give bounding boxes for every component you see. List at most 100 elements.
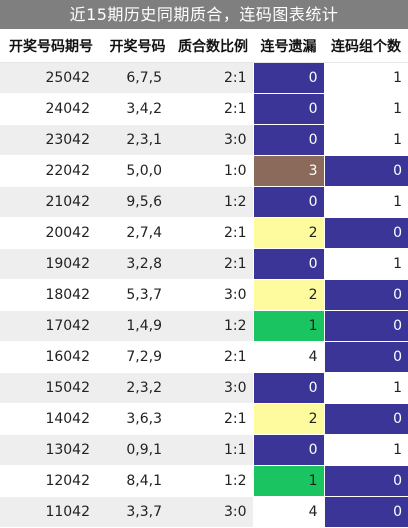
consecutive-groups-cell: 0 [323, 341, 408, 373]
consecutive-groups-cell: 1 [323, 62, 408, 94]
consecutive-miss-cell: 0 [252, 372, 324, 404]
numbers-cell: 5,3,7 [102, 279, 173, 311]
issue-cell: 17042 [0, 310, 102, 342]
header-consecutive-groups: 连码组个数 [324, 29, 408, 63]
table-body: 25042 6,7,5 2:1 0 1 24042 3,4,2 2:1 0 1 23042 2,3,1… [0, 62, 408, 528]
ratio-cell: 3:0 [173, 496, 253, 528]
consecutive-groups-cell: 1 [323, 372, 408, 404]
ratio-cell: 2:1 [173, 403, 253, 435]
issue-cell: 12042 [0, 465, 102, 497]
ratio-cell: 1:0 [173, 155, 253, 187]
table-row: 15042 2,3,2 3:0 0 1 [0, 372, 408, 404]
numbers-cell: 0,9,1 [102, 434, 173, 466]
issue-cell: 24042 [0, 93, 102, 125]
issue-cell: 21042 [0, 186, 102, 218]
issue-cell: 20042 [0, 217, 102, 249]
table-row: 18042 5,3,7 3:0 2 0 [0, 279, 408, 311]
issue-cell: 14042 [0, 403, 102, 435]
table-row: 14042 3,6,3 2:1 2 0 [0, 403, 408, 435]
numbers-cell: 3,6,3 [102, 403, 173, 435]
issue-cell: 18042 [0, 279, 102, 311]
ratio-cell: 1:2 [173, 310, 253, 342]
numbers-cell: 3,4,2 [102, 93, 173, 125]
ratio-cell: 2:1 [173, 62, 253, 94]
header-consecutive-miss: 连号遗漏 [253, 29, 324, 63]
consecutive-miss-cell: 1 [252, 465, 324, 497]
table-row: 23042 2,3,1 3:0 0 1 [0, 124, 408, 156]
consecutive-groups-cell: 0 [323, 465, 408, 497]
table-row: 24042 3,4,2 2:1 0 1 [0, 93, 408, 125]
numbers-cell: 3,2,8 [102, 248, 173, 280]
consecutive-miss-cell: 0 [252, 93, 324, 125]
stats-table: 开奖号码期号 开奖号码 质合数比例 连号遗漏 连码组个数 25042 6,7,5 2… [0, 29, 408, 528]
ratio-cell: 2:1 [173, 217, 253, 249]
issue-cell: 25042 [0, 62, 102, 94]
consecutive-groups-cell: 0 [323, 496, 408, 528]
page-title: 近15期历史同期质合，连码图表统计 [0, 0, 408, 29]
issue-cell: 15042 [0, 372, 102, 404]
consecutive-miss-cell: 4 [252, 496, 324, 528]
numbers-cell: 1,4,9 [102, 310, 173, 342]
consecutive-miss-cell: 0 [252, 186, 324, 218]
consecutive-groups-cell: 1 [323, 434, 408, 466]
table-row: 21042 9,5,6 1:2 0 1 [0, 186, 408, 218]
ratio-cell: 1:2 [173, 186, 253, 218]
numbers-cell: 2,7,4 [102, 217, 173, 249]
ratio-cell: 2:1 [173, 248, 253, 280]
consecutive-miss-cell: 2 [252, 403, 324, 435]
consecutive-miss-cell: 0 [252, 434, 324, 466]
numbers-cell: 7,2,9 [102, 341, 173, 373]
issue-cell: 11042 [0, 496, 102, 528]
consecutive-groups-cell: 1 [323, 124, 408, 156]
ratio-cell: 3:0 [173, 124, 253, 156]
numbers-cell: 3,3,7 [102, 496, 173, 528]
issue-cell: 23042 [0, 124, 102, 156]
numbers-cell: 9,5,6 [102, 186, 173, 218]
consecutive-miss-cell: 4 [252, 341, 324, 373]
table-row: 16042 7,2,9 2:1 4 0 [0, 341, 408, 373]
consecutive-groups-cell: 0 [323, 217, 408, 249]
consecutive-miss-cell: 0 [252, 62, 324, 94]
consecutive-groups-cell: 0 [323, 403, 408, 435]
ratio-cell: 1:2 [173, 465, 253, 497]
numbers-cell: 8,4,1 [102, 465, 173, 497]
ratio-cell: 2:1 [173, 341, 253, 373]
table-row: 19042 3,2,8 2:1 0 1 [0, 248, 408, 280]
consecutive-miss-cell: 2 [252, 217, 324, 249]
issue-cell: 13042 [0, 434, 102, 466]
issue-cell: 16042 [0, 341, 102, 373]
numbers-cell: 2,3,1 [102, 124, 173, 156]
table-row: 22042 5,0,0 1:0 3 0 [0, 155, 408, 187]
consecutive-groups-cell: 1 [323, 93, 408, 125]
issue-cell: 19042 [0, 248, 102, 280]
numbers-cell: 6,7,5 [102, 62, 173, 94]
numbers-cell: 5,0,0 [102, 155, 173, 187]
consecutive-miss-cell: 0 [252, 124, 324, 156]
header-ratio: 质合数比例 [173, 29, 253, 63]
table-row: 12042 8,4,1 1:2 1 0 [0, 465, 408, 497]
table-row: 25042 6,7,5 2:1 0 1 [0, 62, 408, 94]
ratio-cell: 1:1 [173, 434, 253, 466]
consecutive-miss-cell: 0 [252, 248, 324, 280]
header-issue: 开奖号码期号 [0, 29, 102, 63]
consecutive-groups-cell: 0 [323, 279, 408, 311]
consecutive-miss-cell: 3 [252, 155, 324, 187]
table-row: 20042 2,7,4 2:1 2 0 [0, 217, 408, 249]
table-row: 11042 3,3,7 3:0 4 0 [0, 496, 408, 528]
consecutive-groups-cell: 0 [323, 155, 408, 187]
table-header-row: 开奖号码期号 开奖号码 质合数比例 连号遗漏 连码组个数 [0, 29, 408, 63]
ratio-cell: 3:0 [173, 279, 253, 311]
consecutive-groups-cell: 0 [323, 310, 408, 342]
ratio-cell: 3:0 [173, 372, 253, 404]
issue-cell: 22042 [0, 155, 102, 187]
consecutive-groups-cell: 1 [323, 186, 408, 218]
table-row: 13042 0,9,1 1:1 0 1 [0, 434, 408, 466]
ratio-cell: 2:1 [173, 93, 253, 125]
numbers-cell: 2,3,2 [102, 372, 173, 404]
table-row: 17042 1,4,9 1:2 1 0 [0, 310, 408, 342]
consecutive-miss-cell: 2 [252, 279, 324, 311]
header-numbers: 开奖号码 [102, 29, 173, 63]
consecutive-miss-cell: 1 [252, 310, 324, 342]
consecutive-groups-cell: 1 [323, 248, 408, 280]
